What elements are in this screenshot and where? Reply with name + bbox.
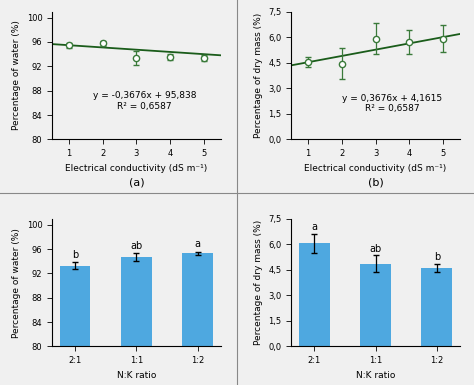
Bar (60, 266, 91, 385)
Text: y = 0,3676x + 4,1615
R² = 0,6587: y = 0,3676x + 4,1615 R² = 0,6587 (342, 94, 442, 113)
Text: a: a (195, 239, 201, 249)
Text: (a): (a) (128, 178, 144, 188)
Y-axis label: Percentage of dry mass (%): Percentage of dry mass (%) (254, 220, 263, 345)
Text: b: b (72, 250, 78, 260)
Y-axis label: Percentage of water (%): Percentage of water (%) (12, 20, 21, 131)
Bar (121, 257, 152, 385)
Text: ab: ab (369, 244, 382, 254)
Text: a: a (311, 222, 317, 232)
Y-axis label: Percentage of water (%): Percentage of water (%) (12, 228, 21, 338)
X-axis label: N:K ratio: N:K ratio (117, 371, 156, 380)
X-axis label: N:K ratio: N:K ratio (356, 371, 395, 380)
Bar (299, 243, 329, 346)
Bar (182, 253, 213, 385)
X-axis label: Electrical conductivity (dS m⁻¹): Electrical conductivity (dS m⁻¹) (65, 164, 208, 172)
Text: y = -0,3676x + 95,838
R² = 0,6587: y = -0,3676x + 95,838 R² = 0,6587 (93, 91, 197, 111)
X-axis label: Electrical conductivity (dS m⁻¹): Electrical conductivity (dS m⁻¹) (304, 164, 447, 172)
Text: b: b (434, 252, 440, 262)
Bar (360, 264, 391, 346)
Y-axis label: Percentage of dry mass (%): Percentage of dry mass (%) (254, 13, 263, 138)
Text: (b): (b) (368, 178, 383, 188)
Text: ab: ab (130, 241, 143, 251)
Bar (421, 268, 452, 346)
